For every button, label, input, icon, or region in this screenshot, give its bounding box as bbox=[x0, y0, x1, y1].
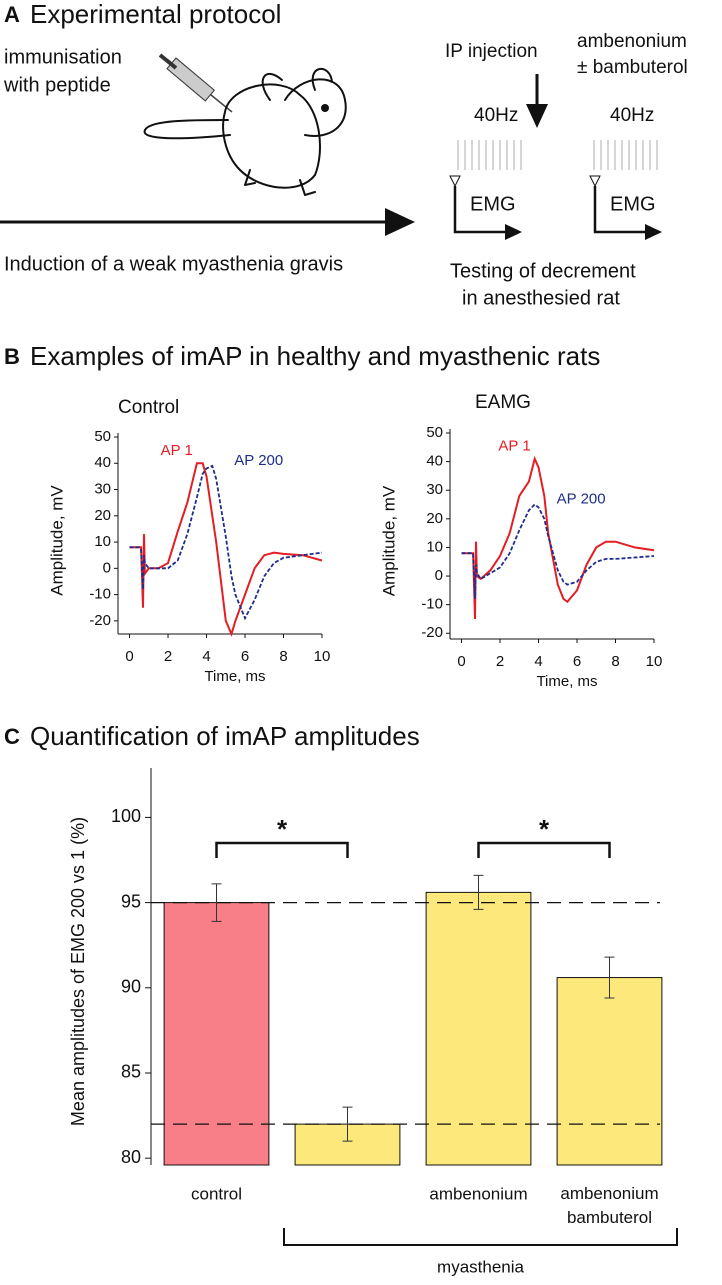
panel-label: A bbox=[4, 2, 20, 27]
stimulus-train bbox=[457, 140, 658, 170]
error-bar bbox=[604, 956, 615, 999]
panel-label: C bbox=[4, 724, 20, 749]
error-bar bbox=[473, 874, 484, 910]
y-tick-label: 40 bbox=[426, 453, 443, 470]
stimulus-text: 40Hz bbox=[610, 105, 654, 126]
x-tick-label: 6 bbox=[241, 648, 249, 665]
chart-title: EAMG bbox=[475, 392, 531, 413]
x-tick-label: ambenonium bambuterol bbox=[560, 1184, 658, 1227]
x-tick-label: control bbox=[191, 1184, 242, 1203]
x-tick-label: 4 bbox=[202, 648, 210, 665]
panel-title: Quantification of imAP amplitudes bbox=[30, 721, 420, 751]
y-tick-label: 20 bbox=[426, 510, 443, 527]
group-label: myasthenia bbox=[437, 1257, 524, 1276]
y-tick-label: 85 bbox=[121, 1062, 141, 1082]
x-tick-label: ambenonium bbox=[429, 1184, 527, 1203]
x-tick-label: 2 bbox=[164, 648, 172, 665]
significance-label: * bbox=[539, 814, 550, 844]
syringe bbox=[158, 53, 233, 113]
group-bracket bbox=[283, 1228, 678, 1246]
panel-label: B bbox=[4, 344, 20, 369]
arrow-head bbox=[526, 104, 548, 128]
x-tick-label: 8 bbox=[611, 653, 619, 670]
y-tick-label: 20 bbox=[94, 507, 111, 524]
y-axis-label: Amplitude, mV bbox=[379, 485, 398, 596]
series-label: AP 1 bbox=[498, 438, 530, 455]
testing-text: in anesthesied rat bbox=[462, 287, 620, 309]
series-label: AP 200 bbox=[557, 490, 606, 507]
x-tick-label: 0 bbox=[125, 648, 133, 665]
y-tick-label: 50 bbox=[426, 424, 443, 441]
emg-recorder bbox=[449, 175, 662, 240]
y-tick-label: 10 bbox=[94, 533, 111, 550]
series-label: AP 1 bbox=[161, 442, 193, 459]
immunisation-text: with peptide bbox=[3, 74, 111, 96]
series-label: AP 200 bbox=[234, 452, 283, 469]
bar bbox=[425, 891, 532, 1166]
y-tick-label: 30 bbox=[426, 481, 443, 498]
y-tick-label: 90 bbox=[121, 977, 141, 997]
significance-bracket bbox=[215, 841, 349, 858]
y-tick-label: 100 bbox=[111, 806, 141, 826]
rat-illustration bbox=[143, 67, 347, 196]
error-bar bbox=[342, 1106, 353, 1142]
y-axis-label: Mean amplitudes of EMG 200 vs 1 (%) bbox=[68, 817, 88, 1126]
error-bar bbox=[211, 883, 222, 922]
drug-text: ambenonium bbox=[577, 31, 687, 52]
y-tick-label: -10 bbox=[89, 586, 111, 603]
y-tick-label: 0 bbox=[435, 567, 443, 584]
y-tick-label: 80 bbox=[121, 1147, 141, 1167]
induction-text: Induction of a weak myasthenia gravis bbox=[4, 253, 343, 275]
panel-title: Examples of imAP in healthy and myasthen… bbox=[30, 341, 600, 371]
y-tick-label: 0 bbox=[103, 559, 111, 576]
y-tick-label: -10 bbox=[421, 596, 443, 613]
series-line bbox=[461, 503, 655, 599]
x-axis-label: Time, ms bbox=[536, 673, 597, 690]
immunisation-text: immunisation bbox=[4, 46, 122, 68]
series-line bbox=[129, 462, 323, 637]
significance-bracket bbox=[477, 841, 611, 858]
bar bbox=[556, 977, 663, 1166]
x-tick-label: 8 bbox=[279, 648, 287, 665]
y-tick-label: 50 bbox=[94, 428, 111, 445]
arrow-head bbox=[385, 208, 415, 236]
stimulus-text: 40Hz bbox=[474, 105, 518, 126]
emg-text: EMG bbox=[610, 193, 656, 215]
panel-title: Experimental protocol bbox=[30, 0, 281, 29]
y-tick-label: -20 bbox=[421, 624, 443, 641]
significance-label: * bbox=[277, 814, 288, 844]
x-tick-label: 2 bbox=[496, 653, 504, 670]
x-tick-label: 0 bbox=[457, 653, 465, 670]
y-tick-label: 40 bbox=[94, 454, 111, 471]
y-axis-label: Amplitude, mV bbox=[47, 485, 66, 596]
testing-text: Testing of decrement bbox=[450, 260, 636, 282]
series-line bbox=[461, 455, 655, 620]
x-tick-label: 10 bbox=[646, 653, 663, 670]
y-tick-label: -20 bbox=[89, 612, 111, 629]
y-tick-label: 95 bbox=[121, 891, 141, 911]
x-tick-label: 4 bbox=[534, 653, 542, 670]
x-tick-label: 6 bbox=[573, 653, 581, 670]
y-tick-label: 10 bbox=[426, 538, 443, 555]
emg-text: EMG bbox=[470, 193, 516, 215]
drug-text: ± bambuterol bbox=[577, 57, 688, 78]
x-axis-label: Time, ms bbox=[204, 668, 265, 685]
chart-title: Control bbox=[118, 397, 179, 418]
bar bbox=[163, 902, 270, 1166]
x-tick-label: 10 bbox=[314, 648, 331, 665]
y-tick-label: 30 bbox=[94, 481, 111, 498]
ip-injection-text: IP injection bbox=[445, 41, 538, 62]
series-line bbox=[129, 464, 323, 621]
